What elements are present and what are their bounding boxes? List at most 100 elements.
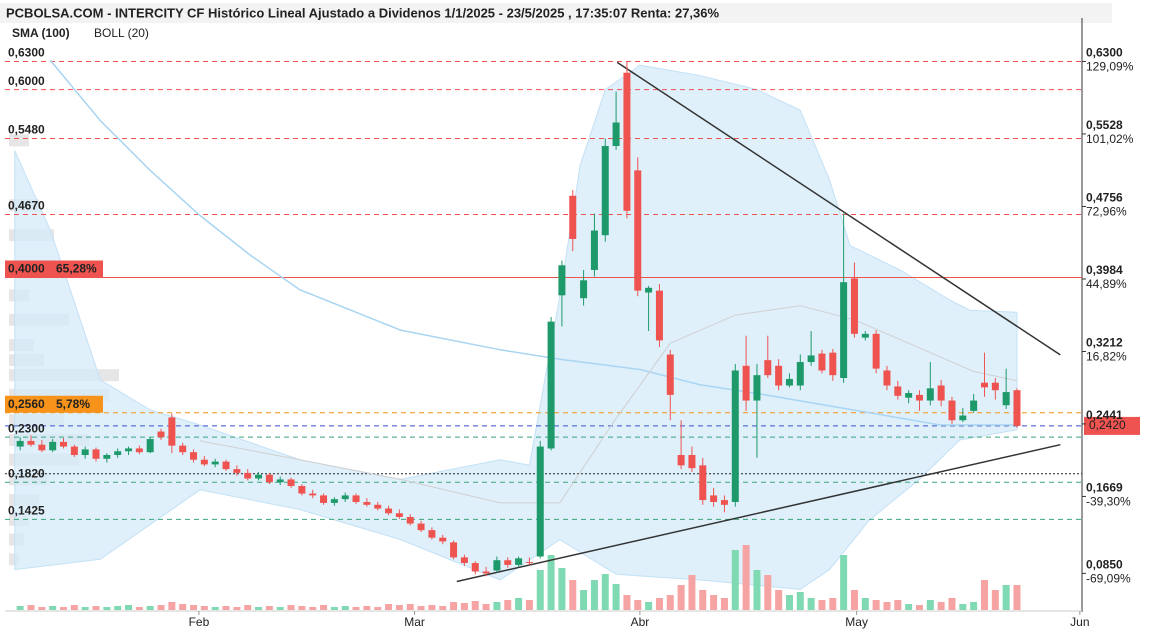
x-tick-label: Abr — [631, 615, 650, 629]
volume-bar — [146, 606, 154, 610]
x-tick-label: Mar — [404, 615, 425, 629]
level-label-box — [5, 260, 103, 278]
candle-body — [16, 440, 24, 447]
candle-body — [699, 465, 707, 501]
candle-body — [840, 282, 848, 378]
volume-bar — [569, 580, 577, 610]
volume-bar — [363, 606, 371, 610]
level-label-box — [5, 395, 103, 413]
candle-body — [710, 495, 718, 502]
candle-body — [222, 461, 230, 470]
candle-body — [742, 365, 750, 401]
candle-body — [1002, 392, 1010, 406]
volume-profile-bar — [9, 553, 19, 566]
candle-body — [872, 333, 880, 369]
volume-bar — [991, 590, 999, 610]
level-label: 0,1820 — [8, 466, 45, 480]
volume-bar — [840, 555, 848, 610]
volume-bar — [341, 606, 349, 610]
volume-bar — [439, 606, 447, 610]
candle-body — [980, 382, 988, 388]
candle-body — [92, 449, 100, 459]
candle-body — [937, 385, 945, 401]
volume-bar — [417, 606, 425, 610]
volume-bar — [211, 607, 219, 610]
y-tick-pct: 101,02% — [1086, 132, 1134, 146]
level-label: 0,2560 — [8, 397, 45, 411]
volume-bar — [157, 605, 165, 610]
volume-bar — [742, 545, 750, 610]
candle-body — [309, 493, 317, 496]
volume-bar — [818, 600, 826, 610]
volume-bar — [374, 607, 382, 610]
y-tick-pct: -39,30% — [1086, 495, 1131, 509]
volume-bar — [16, 606, 24, 610]
legend-boll: BOLL (20) — [94, 26, 149, 40]
volume-bar — [114, 606, 122, 610]
candle-body — [439, 537, 447, 542]
candle-body — [179, 445, 187, 453]
chart-title: PCBOLSA.COM - INTERCITY CF Histórico Lin… — [6, 5, 719, 20]
candle-body — [547, 321, 555, 449]
candle-body — [298, 486, 306, 494]
candle-body — [27, 440, 35, 445]
candle-body — [991, 382, 999, 391]
level-pct: 65,28% — [56, 262, 97, 276]
volume-bar — [92, 606, 100, 610]
volume-bar — [135, 607, 143, 610]
candle-body — [677, 455, 685, 466]
volume-bar — [590, 580, 598, 610]
candle-body — [525, 562, 533, 564]
candle-body — [385, 508, 393, 514]
candle-body — [970, 400, 978, 411]
candle-body — [341, 495, 349, 500]
candle-body — [450, 542, 458, 558]
candle-body — [645, 287, 653, 293]
volume-bar — [385, 604, 393, 610]
volume-bar — [807, 598, 815, 610]
y-tick-label: 0,3212 — [1086, 336, 1123, 350]
volume-bar — [200, 606, 208, 610]
candle-body — [590, 230, 598, 270]
candle-body — [471, 563, 479, 572]
volume-bar — [894, 600, 902, 610]
candle-body — [125, 448, 133, 452]
level-label: 0,2300 — [8, 421, 45, 435]
volume-bar — [666, 595, 674, 610]
candle-body — [211, 461, 219, 465]
volume-bar — [460, 603, 468, 610]
volume-bar — [49, 606, 57, 610]
volume-profile-bar — [9, 134, 29, 147]
volume-bar — [525, 600, 533, 610]
volume-bar — [168, 602, 176, 610]
candle-body — [330, 499, 338, 503]
candle-body — [255, 474, 263, 479]
candle-body — [905, 393, 913, 398]
candle-body — [70, 446, 78, 456]
candle-body — [764, 360, 772, 376]
candle-body — [38, 444, 46, 451]
volume-bar — [959, 604, 967, 610]
candle-body — [244, 472, 252, 479]
last-price-label: 0,2420 — [1089, 418, 1126, 432]
volume-bar — [190, 605, 198, 610]
title-bar — [0, 3, 1112, 23]
volume-bar — [580, 590, 588, 610]
candle-body — [861, 333, 869, 338]
volume-bar — [677, 585, 685, 610]
volume-bar — [850, 590, 858, 610]
volume-bar — [244, 605, 252, 610]
volume-bar — [395, 605, 403, 610]
y-tick-label: 0,0850 — [1086, 558, 1123, 572]
trendline — [616, 61, 1061, 356]
candle-body — [894, 386, 902, 396]
candle-body — [850, 278, 858, 334]
candle-body — [720, 500, 728, 505]
level-label: 0,6300 — [8, 46, 45, 60]
candle-body — [103, 455, 111, 459]
candle-body — [612, 122, 620, 146]
candle-body — [49, 441, 57, 451]
candle-body — [948, 400, 956, 421]
candle-body — [233, 469, 241, 473]
candle-body — [287, 479, 295, 487]
